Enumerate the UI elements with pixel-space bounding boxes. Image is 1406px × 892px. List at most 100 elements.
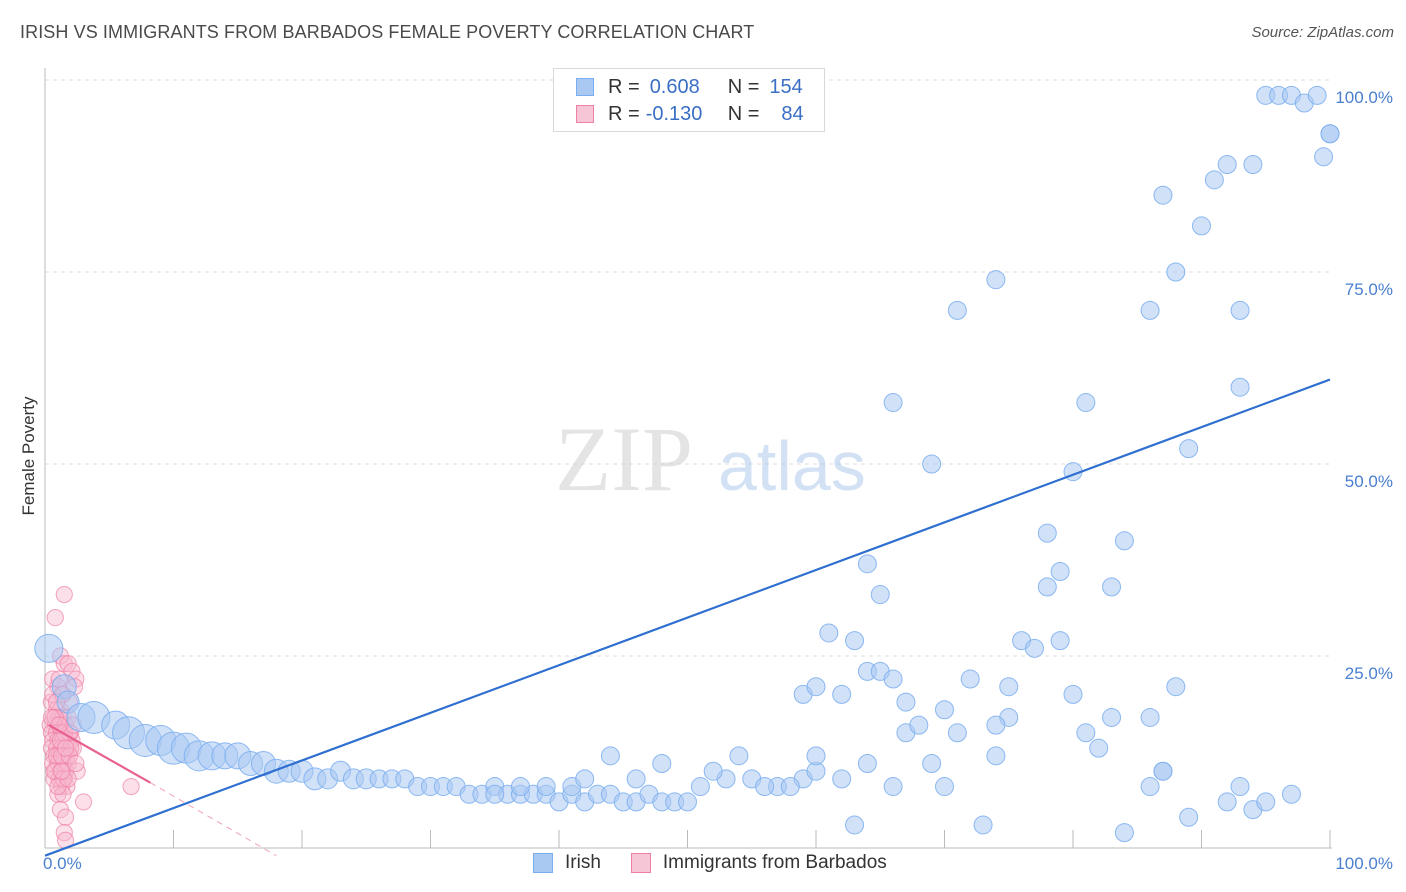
legend-barbados: R = -0.130 N = 84 — [576, 102, 804, 126]
barbados-trend-line — [48, 724, 151, 784]
irish-point-111 — [1076, 393, 1096, 413]
y-tick-label-1: 50.0% — [1345, 472, 1393, 491]
irish-point-72 — [883, 777, 903, 797]
irish-point-130 — [1114, 823, 1134, 843]
irish-point-87 — [1076, 723, 1096, 743]
legend-box: R = 0.608 N = 154 R = -0.130 N = 84 — [553, 68, 825, 132]
x-tick-label-1: 100.0% — [1335, 854, 1393, 873]
irish-point-107 — [947, 300, 967, 320]
irish-point-83 — [1024, 638, 1044, 658]
irish-point-101 — [845, 631, 865, 651]
legend-barbados-n-label: N = — [727, 102, 760, 125]
chart-source: Source: ZipAtlas.com — [1251, 24, 1394, 41]
legend-irish-r-value: 0.608 — [649, 75, 700, 98]
legend-irish-r-label: R = — [608, 75, 640, 98]
bottom-legend: Irish Immigrants from Barbados — [533, 852, 917, 874]
irish-point-92 — [883, 669, 903, 689]
bottom-legend-irish: Irish — [533, 852, 601, 874]
axes — [44, 68, 1332, 849]
irish-point-136 — [1230, 777, 1250, 797]
barbados-trend-extension — [150, 782, 277, 857]
irish-point-143 — [1140, 707, 1160, 727]
irish-point-77 — [947, 723, 967, 743]
bottom-legend-barbados: Immigrants from Barbados — [630, 852, 887, 874]
irish-point-89 — [1102, 577, 1122, 597]
watermark-zip: ZIP — [555, 408, 693, 510]
irish-point-64 — [703, 761, 723, 781]
irish-point-99 — [832, 684, 852, 704]
irish-point-114 — [1153, 185, 1173, 205]
watermark-atlas: atlas — [718, 427, 866, 505]
irish-point-88 — [1089, 738, 1109, 758]
irish-point-61 — [575, 769, 595, 789]
irish-point-122 — [1243, 154, 1263, 174]
legend-irish: R = 0.608 N = 154 — [576, 75, 803, 99]
irish-swatch — [576, 78, 594, 96]
irish-point-60 — [510, 777, 530, 797]
irish-point-135 — [1217, 792, 1237, 812]
irish-point-115 — [1166, 262, 1186, 282]
irish-point-71 — [857, 754, 877, 774]
irish-point-121 — [1230, 300, 1250, 320]
irish-point-65 — [729, 746, 749, 766]
barbados-point-55 — [56, 808, 75, 826]
bottom-irish-label: Irish — [565, 852, 601, 873]
barbados-point-53 — [74, 793, 93, 811]
irish-point-50 — [485, 784, 505, 804]
irish-point-141 — [1153, 761, 1173, 781]
irish-point-66 — [755, 777, 775, 797]
irish-point-78 — [973, 815, 993, 835]
irish-point-105 — [922, 454, 942, 474]
x-tick-label-0: 0.0% — [43, 854, 82, 873]
irish-point-112 — [1114, 531, 1134, 551]
irish-point-73 — [896, 692, 916, 712]
barbados-point-1 — [46, 609, 64, 627]
irish-point-102 — [857, 554, 877, 574]
irish-point-128 — [1314, 147, 1334, 167]
tick-labels: 25.0% 50.0% 75.0% 100.0% 0.0% 100.0% — [43, 88, 1393, 873]
irish-point-69 — [832, 769, 852, 789]
barbados-point-83 — [53, 762, 71, 780]
legend-barbados-n-value: 84 — [781, 102, 804, 125]
irish-point-139 — [1281, 784, 1301, 804]
legend-irish-n-value: 154 — [769, 75, 803, 98]
irish-point-53 — [626, 769, 646, 789]
irish-trend-line — [44, 378, 1331, 857]
irish-point-138 — [1256, 792, 1276, 812]
barbados-point-81 — [56, 739, 75, 757]
irish-point-84 — [1037, 577, 1057, 597]
irish-point-94 — [935, 700, 954, 720]
irish-point-104 — [883, 393, 903, 413]
legend-barbados-r-label: R = — [608, 102, 640, 125]
irish-point-100 — [819, 623, 839, 643]
irish-point-118 — [1204, 170, 1224, 190]
barbados-swatch — [576, 105, 594, 123]
irish-point-0 — [34, 633, 64, 663]
irish-point-133 — [1166, 677, 1186, 697]
y-tick-label-3: 100.0% — [1335, 88, 1393, 107]
irish-point-96 — [986, 715, 1006, 735]
irish-point-63 — [652, 754, 672, 774]
irish-point-81 — [999, 677, 1019, 697]
irish-point-68 — [806, 746, 826, 766]
irish-point-98 — [806, 677, 826, 697]
irish-point-76 — [935, 777, 954, 797]
irish-point-109 — [1050, 562, 1070, 582]
legend-barbados-r-value: -0.130 — [645, 102, 703, 125]
irish-point-79 — [986, 746, 1006, 766]
barbados-point-58 — [122, 777, 140, 796]
irish-point-70 — [845, 815, 865, 835]
irish-point-113 — [1140, 300, 1160, 320]
irish-point-131 — [1140, 777, 1160, 797]
y-tick-label-0: 25.0% — [1345, 664, 1393, 683]
irish-point-75 — [922, 754, 942, 774]
chart-title: IRISH VS IMMIGRANTS FROM BARBADOS FEMALE… — [20, 22, 755, 42]
irish-point-117 — [1192, 216, 1211, 236]
irish-point-95 — [960, 669, 980, 689]
irish-point-85 — [1050, 631, 1070, 651]
irish-point-51 — [536, 777, 556, 797]
irish-point-62 — [600, 746, 620, 766]
irish-point-116 — [1179, 439, 1199, 459]
irish-point-119 — [1217, 154, 1237, 174]
